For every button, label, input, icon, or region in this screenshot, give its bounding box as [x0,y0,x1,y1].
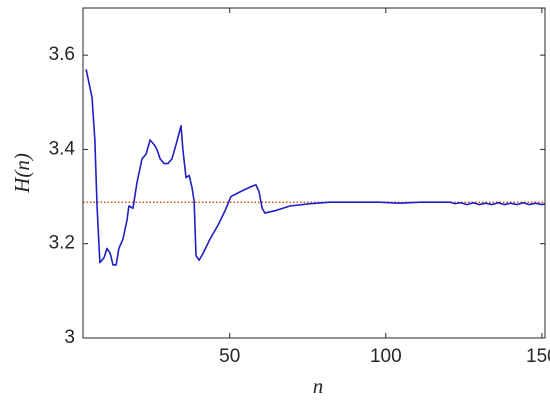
data-line [85,69,546,266]
x-tick-label: 100 [370,346,402,367]
y-tick-label: 3.4 [49,138,76,159]
y-tick-label: 3.6 [49,44,75,65]
x-axis-label: n [313,374,324,398]
x-tick-label: 50 [219,346,240,367]
y-axis-label: H(n) [10,153,34,194]
axes-box [82,7,546,339]
x-tick-label: 150 [526,346,550,367]
plot-area [83,8,545,338]
y-tick-label: 3 [64,327,75,348]
y-tick-label: 3.2 [49,233,75,254]
